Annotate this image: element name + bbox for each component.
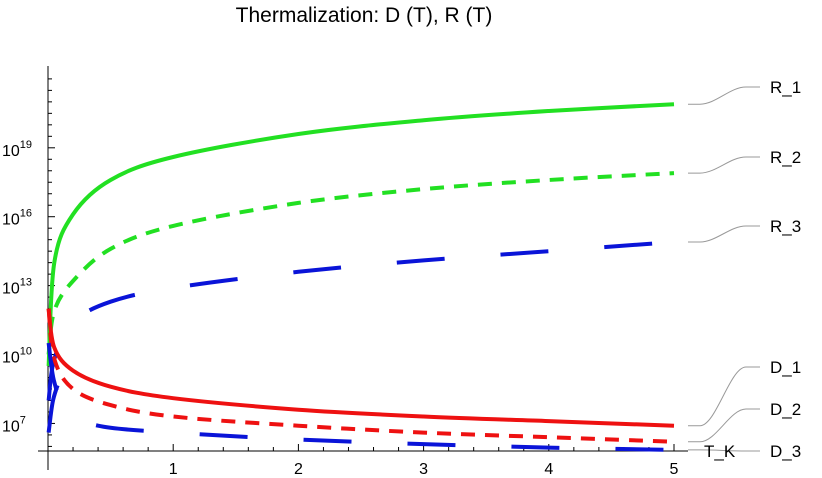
curve-label-d-3: D_3 (770, 442, 801, 461)
y-tick-label: 1010 (2, 346, 32, 367)
y-tick-label: 1013 (2, 277, 32, 298)
series-line-d3-branch (46, 376, 63, 433)
y-tick-label: 1019 (2, 139, 32, 160)
chart-title: Thermalization: D (T), R (T) (236, 4, 493, 27)
curve-label-d-2: D_2 (770, 400, 801, 419)
x-tick-label: 4 (544, 461, 553, 478)
series-layer (46, 102, 675, 452)
leader-r-1 (688, 86, 760, 105)
tick-marks: 1 2 3 4 5 107 1010 1013 1016 1019 (2, 78, 679, 478)
series-line-d-3 (46, 342, 675, 452)
curve-label-d-1: D_1 (770, 358, 801, 377)
x-tick-label: 5 (670, 461, 679, 478)
leader-d-1 (688, 366, 760, 427)
x-axis-label: T_K (704, 442, 736, 461)
leader-d-2 (688, 408, 760, 443)
leader-d-3 (688, 449, 760, 452)
series-line-d-1 (46, 308, 675, 428)
x-tick-label: 2 (294, 461, 303, 478)
x-tick-label: 3 (419, 461, 428, 478)
series-line-d-2 (46, 308, 675, 444)
series-line-r-1 (46, 102, 675, 367)
curve-label-r-2: R_2 (770, 148, 801, 167)
x-tick-label: 1 (169, 461, 178, 478)
curve-label-r-3: R_3 (770, 217, 801, 236)
curve-label-r-1: R_1 (770, 78, 801, 97)
series-line-r-3 (46, 240, 675, 401)
y-tick-label: 107 (2, 414, 26, 435)
curve-labels: R_1 R_2 R_3 D_1 D_2 D_3 T_K (704, 78, 801, 461)
axes (38, 66, 688, 470)
y-tick-label: 1016 (2, 208, 32, 229)
leader-r-3 (688, 225, 760, 243)
series-line-r-2 (46, 171, 675, 355)
leader-r-2 (688, 156, 760, 174)
label-leaders (688, 86, 760, 452)
